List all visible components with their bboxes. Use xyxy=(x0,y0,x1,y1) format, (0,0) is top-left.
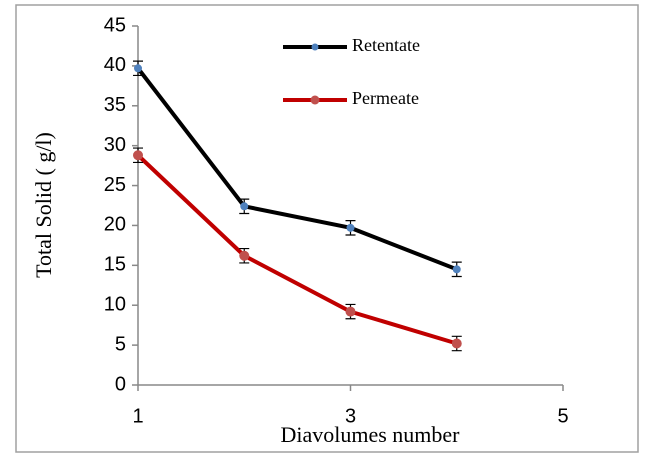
y-tick-label: 40 xyxy=(104,54,126,76)
x-tick-label: 1 xyxy=(132,405,143,427)
marker xyxy=(451,338,462,349)
legend-label: Permeate xyxy=(352,88,419,108)
marker xyxy=(239,250,250,261)
y-tick-label: 0 xyxy=(115,373,126,395)
y-tick-label: 15 xyxy=(104,254,126,276)
marker xyxy=(134,64,142,73)
y-tick-label: 10 xyxy=(104,294,126,316)
marker xyxy=(240,202,249,211)
legend-marker xyxy=(311,43,319,51)
y-tick-label: 25 xyxy=(104,174,126,196)
marker xyxy=(133,150,143,161)
chart-frame xyxy=(15,4,639,453)
marker xyxy=(346,223,355,232)
y-tick-label: 35 xyxy=(104,94,126,116)
series-line xyxy=(136,153,458,346)
y-tick-label: 45 xyxy=(104,14,126,36)
legend-marker xyxy=(310,95,320,105)
x-tick-label: 5 xyxy=(557,405,568,427)
series-line xyxy=(136,67,458,272)
y-tick-label: 20 xyxy=(104,214,126,236)
y-tick-label: 30 xyxy=(104,134,126,156)
marker xyxy=(345,306,356,317)
y-tick-label: 5 xyxy=(115,333,126,355)
legend-label: Retentate xyxy=(352,35,420,55)
marker xyxy=(452,265,461,274)
x-tick-label: 3 xyxy=(345,405,356,427)
x-axis-title: Diavolumes number xyxy=(280,422,460,447)
y-axis-title: Total Solid ( g/l) xyxy=(31,132,56,278)
